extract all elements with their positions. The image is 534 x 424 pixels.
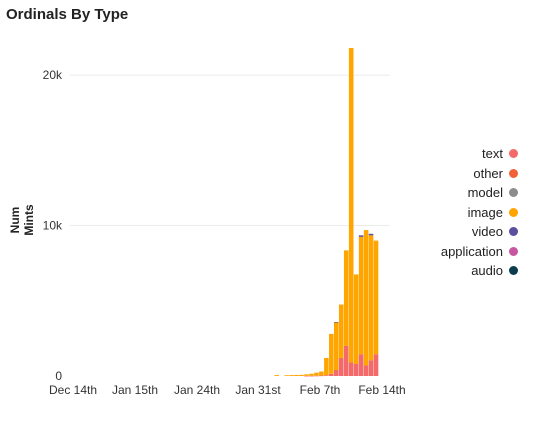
bar-2023-02-02-text[interactable] (319, 375, 324, 377)
x-tick-label: Jan 15th (112, 383, 158, 397)
bar-2023-02-02-image[interactable] (319, 371, 324, 376)
bar-2023-02-07-image[interactable] (343, 250, 349, 346)
bar-2023-02-12-video[interactable] (368, 233, 374, 236)
bar-2023-02-03-text[interactable] (324, 375, 329, 376)
bar-2023-02-05-image[interactable] (334, 322, 339, 370)
bar-2023-02-06-text[interactable] (338, 357, 344, 376)
legend-swatch-icon (509, 207, 518, 217)
legend-label: audio (471, 263, 503, 279)
x-tick-label: Jan 24th (174, 383, 220, 397)
legend-swatch-icon (509, 149, 518, 159)
bar-2023-02-12-image[interactable] (368, 235, 374, 361)
bar-2023-02-13-text[interactable] (373, 354, 379, 376)
legend-item-application[interactable]: application (420, 242, 530, 262)
y-tick-label: 0 (55, 369, 62, 383)
legend-label: text (482, 146, 503, 162)
bar-2023-02-11-image[interactable] (363, 230, 369, 366)
legend-label: image (467, 204, 503, 220)
bar-2023-01-31-image[interactable] (309, 373, 314, 376)
legend-item-model[interactable]: model (420, 183, 530, 203)
bar-2023-01-26-image[interactable] (284, 375, 289, 376)
legend: text other model image video application audio (420, 144, 530, 281)
bar-2023-01-31-text[interactable] (309, 375, 314, 377)
legend-swatch-icon (509, 227, 518, 237)
x-tick-label: Jan 31st (235, 383, 281, 397)
bar-2023-02-13-image[interactable] (373, 240, 379, 355)
x-axis-ticks: Dec 14th Jan 15th Jan 24th Jan 31st Feb 7th F… (49, 383, 406, 397)
bar-2023-02-12-text[interactable] (368, 360, 374, 376)
gridlines (70, 74, 390, 227)
bar-2023-02-04-text[interactable] (329, 373, 334, 376)
bar-2023-01-30-image[interactable] (304, 374, 309, 376)
legend-label: model (467, 185, 503, 201)
chart-title: Ordinals By Type (6, 6, 129, 23)
bar-2023-01-27-image[interactable] (289, 375, 294, 376)
y-axis-ticks: 0 10k 20k (43, 68, 63, 383)
legend-item-video[interactable]: video (420, 222, 530, 242)
bar-2023-02-09-text[interactable] (353, 363, 359, 376)
legend-swatch-icon (509, 266, 518, 276)
bar-2023-02-10-text[interactable] (358, 354, 364, 376)
legend-label: other (473, 165, 503, 181)
legend-item-other[interactable]: other (420, 164, 530, 184)
bar-2023-01-24-image[interactable] (274, 375, 279, 376)
legend-swatch-icon (509, 188, 518, 198)
bar-2023-02-09-image[interactable] (353, 274, 359, 364)
bar-2023-02-11-text[interactable] (363, 365, 369, 376)
x-tick-label: Feb 14th (358, 383, 405, 397)
legend-label: application (440, 243, 503, 259)
bar-2023-02-05-video[interactable] (334, 321, 339, 323)
bar-2023-01-29-image[interactable] (299, 374, 304, 376)
legend-item-text[interactable]: text (420, 144, 530, 164)
legend-item-image[interactable]: image (420, 203, 530, 223)
y-tick-label: 10k (43, 219, 63, 233)
bar-2023-02-06-image[interactable] (338, 304, 344, 358)
y-tick-label: 20k (43, 68, 63, 82)
bar-2023-02-01-text[interactable] (314, 375, 319, 377)
bar-2023-02-03-image[interactable] (324, 357, 329, 376)
x-tick-label: Dec 14th (49, 383, 97, 397)
bar-2023-02-08-image[interactable] (348, 48, 354, 363)
bar-2023-01-28-image[interactable] (294, 374, 299, 376)
legend-swatch-icon (509, 246, 518, 256)
bar-2023-01-30-text[interactable] (304, 375, 309, 377)
bar-2023-02-10-image[interactable] (358, 236, 364, 355)
bar-2023-02-04-image[interactable] (329, 333, 334, 374)
bar-2023-02-01-image[interactable] (314, 372, 319, 376)
x-tick-label: Feb 7th (300, 383, 341, 397)
bar-2023-02-10-video[interactable] (358, 235, 364, 237)
bar-2023-02-07-text[interactable] (343, 345, 349, 376)
bars (274, 48, 379, 377)
bar-2023-02-08-text[interactable] (348, 362, 354, 376)
legend-swatch-icon (509, 168, 518, 178)
legend-label: video (471, 224, 503, 240)
legend-item-audio[interactable]: audio (420, 261, 530, 281)
bar-2023-02-05-text[interactable] (334, 369, 339, 376)
